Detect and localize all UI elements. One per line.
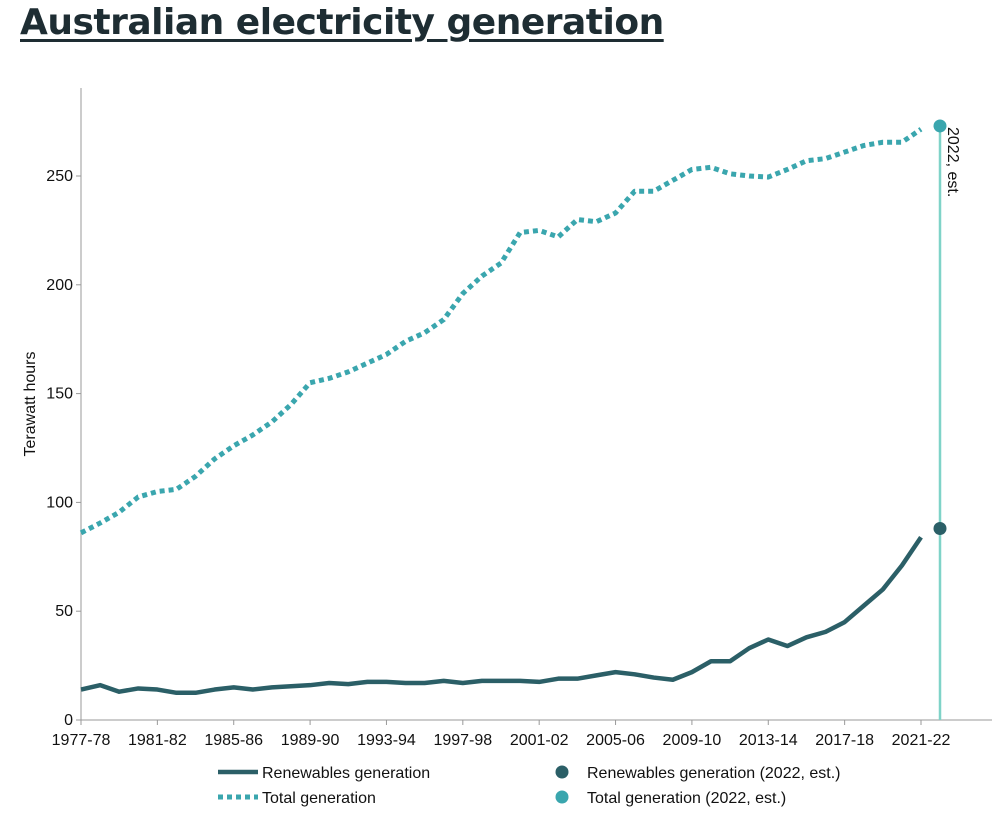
x-tick-label: 2021-22 bbox=[892, 732, 951, 749]
renewables-series-line bbox=[80, 535, 923, 696]
x-tick-label: 1985-86 bbox=[204, 732, 263, 749]
total-series-line bbox=[79, 127, 923, 536]
x-tick-label: 1989-90 bbox=[281, 732, 340, 749]
y-tick-label: 100 bbox=[46, 494, 73, 511]
legend-renewables-estimate-label: Renewables generation (2022, est.) bbox=[587, 765, 841, 782]
page-title: Australian electricity generation bbox=[20, 2, 664, 43]
estimate-layer: 2022, est. bbox=[933, 119, 961, 720]
y-tick-label: 50 bbox=[55, 603, 73, 620]
legend-total-estimate-label: Total generation (2022, est.) bbox=[587, 790, 786, 807]
legend-renewables-label: Renewables generation bbox=[262, 765, 430, 782]
legend-total-label: Total generation bbox=[262, 790, 376, 807]
legend-renewables-estimate-swatch bbox=[555, 765, 569, 779]
legend: Renewables generation Total generation Ren… bbox=[218, 765, 841, 807]
x-tick-label: 1977-78 bbox=[52, 732, 111, 749]
x-tick-label: 1981-82 bbox=[128, 732, 187, 749]
x-tick-label: 2017-18 bbox=[815, 732, 874, 749]
y-tick-label: 250 bbox=[46, 168, 73, 185]
y-axis-label: Terawatt hours bbox=[22, 352, 39, 457]
total-estimate-point bbox=[933, 119, 947, 133]
y-tick-label: 0 bbox=[64, 712, 73, 729]
renewables-estimate-point bbox=[933, 522, 947, 536]
y-tick-label: 200 bbox=[46, 277, 73, 294]
x-tick-label: 1997-98 bbox=[433, 732, 492, 749]
series-layer bbox=[79, 127, 923, 696]
legend-total-estimate-swatch bbox=[555, 790, 569, 804]
x-tick-label: 2005-06 bbox=[586, 732, 645, 749]
y-tick-label: 150 bbox=[46, 386, 73, 403]
x-tick-label: 2001-02 bbox=[510, 732, 569, 749]
chart-axes: 0 50 100 150 200 250 1977-78 1981-82 1985-86 1989… bbox=[22, 88, 992, 749]
x-tick-label: 1993-94 bbox=[357, 732, 416, 749]
estimate-annotation: 2022, est. bbox=[944, 127, 961, 197]
x-tick-label: 2009-10 bbox=[663, 732, 722, 749]
x-tick-label: 2013-14 bbox=[739, 732, 798, 749]
